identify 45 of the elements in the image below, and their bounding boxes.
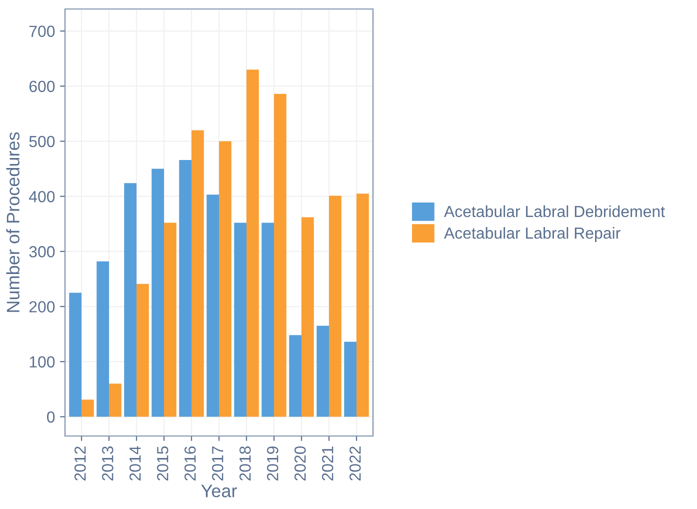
x-tick-label: 2014 xyxy=(129,446,141,480)
x-tick-label: 2018 xyxy=(239,446,251,480)
x-tick-label: 2016 xyxy=(184,446,196,480)
y-tick-label: 100 xyxy=(30,356,55,368)
bar xyxy=(262,222,274,417)
x-axis-title: Year xyxy=(201,484,237,498)
y-tick-label: 200 xyxy=(29,301,55,312)
bar xyxy=(179,160,192,417)
x-tick-label: 2022 xyxy=(349,446,361,480)
x-tick-label: 2013 xyxy=(102,446,114,480)
x-tick-label: 2021 xyxy=(322,446,334,480)
bar xyxy=(82,400,94,417)
bar xyxy=(164,222,176,417)
x-tick-label: 2015 xyxy=(156,446,168,480)
bar xyxy=(274,94,286,417)
y-tick-label: 400 xyxy=(29,190,55,202)
y-tick-label: 0 xyxy=(47,411,55,423)
y-tick-label: 500 xyxy=(29,136,55,148)
x-tick-label: 2019 xyxy=(266,446,278,480)
bar xyxy=(206,194,219,417)
y-tick-label: 300 xyxy=(29,246,55,258)
bar xyxy=(109,384,122,417)
bar xyxy=(152,168,164,417)
bar xyxy=(96,261,109,417)
bar xyxy=(192,130,204,417)
legend-label: Acetabular Labral Repair xyxy=(444,227,620,242)
bar xyxy=(124,183,136,417)
bar xyxy=(246,70,259,417)
x-tick-label: 2012 xyxy=(74,446,86,480)
bar xyxy=(219,141,232,417)
bar xyxy=(289,335,302,417)
y-tick-label: 600 xyxy=(29,80,55,92)
bar xyxy=(344,342,356,417)
bar xyxy=(316,326,329,417)
bar xyxy=(329,196,342,417)
x-tick-label: 2020 xyxy=(294,446,306,480)
y-tick-label: 700 xyxy=(29,26,55,37)
bar xyxy=(234,222,246,417)
bar xyxy=(69,292,82,417)
bar xyxy=(356,194,369,417)
x-tick-label: 2017 xyxy=(212,446,224,480)
y-axis-title: Number of Procedures xyxy=(6,132,20,312)
legend-label: Acetabular Labral Debridement xyxy=(444,205,665,218)
bar xyxy=(302,217,314,417)
bar xyxy=(136,284,149,417)
